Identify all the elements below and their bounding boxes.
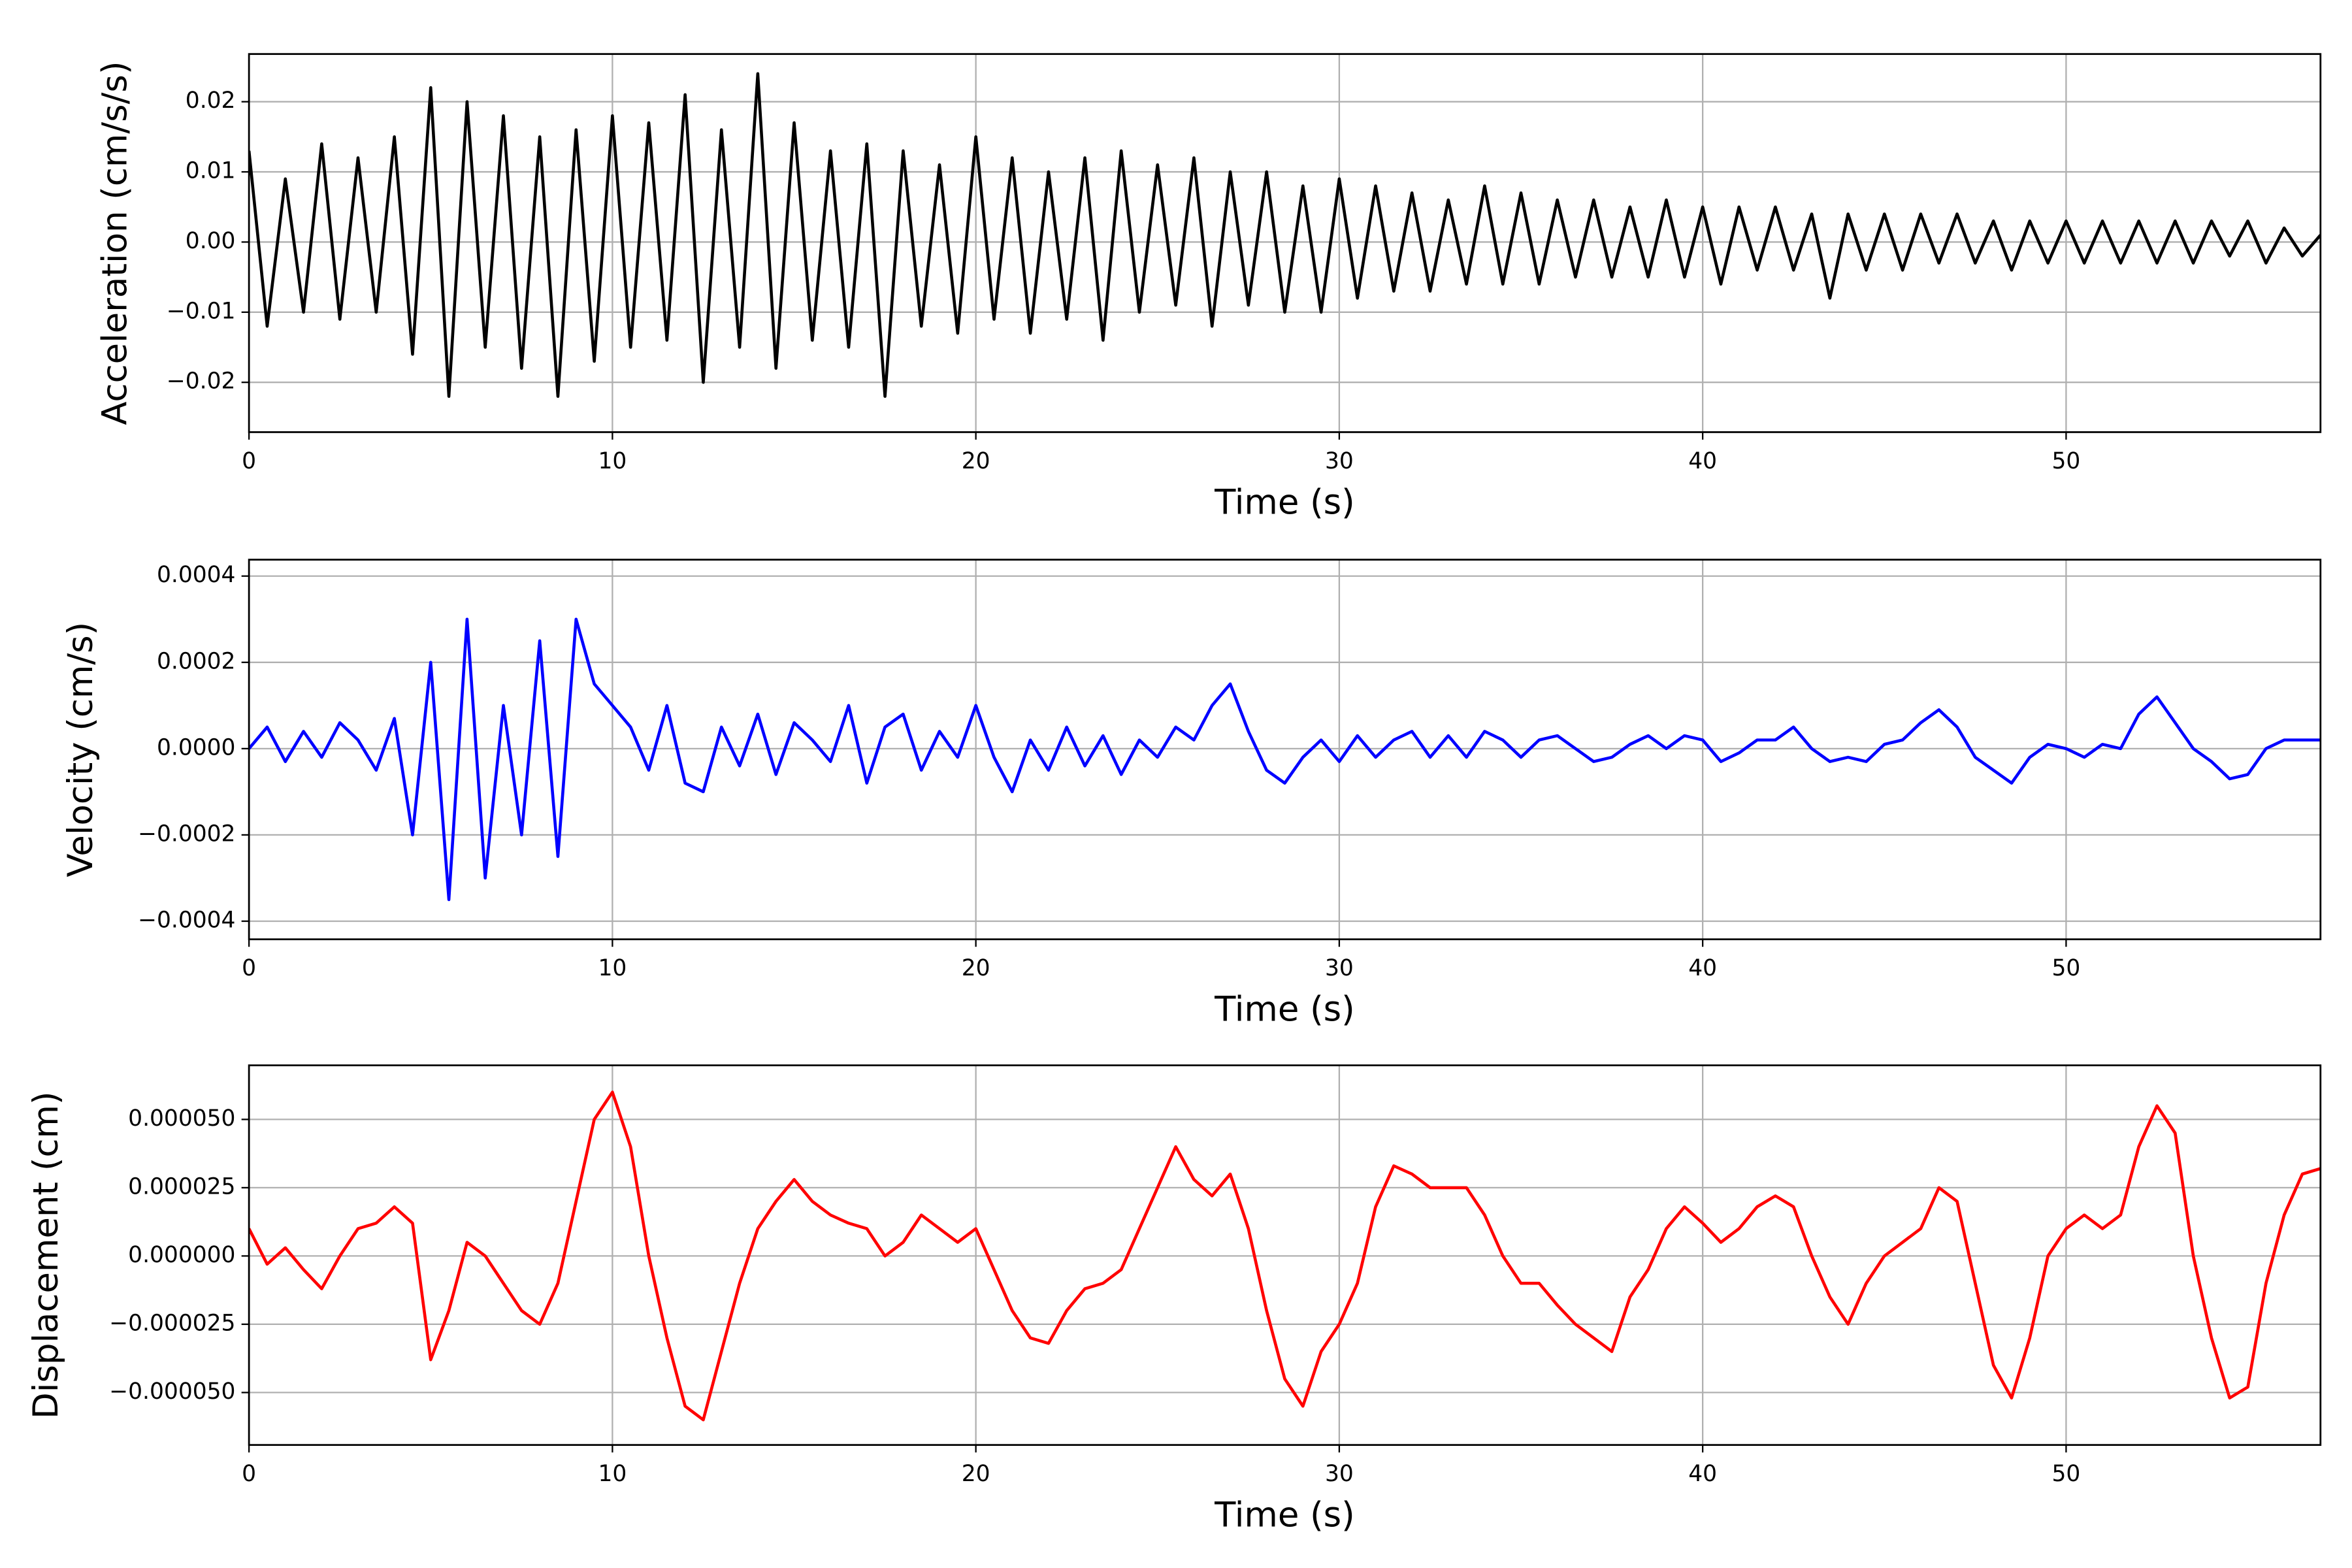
data-line [249,617,2321,902]
y-tick-label: 0.01 [186,158,236,184]
x-tick-label: 30 [1325,1461,1354,1487]
y-tick-label: −0.01 [167,298,236,324]
y-axis-label: Velocity (cm/s) [61,622,101,877]
x-tick-label: 20 [962,448,990,474]
plot-frame [248,559,2322,941]
x-tick-label: 0 [242,1461,256,1487]
y-tick-label: −0.02 [167,368,236,395]
x-axis-label: Time (s) [1214,1495,1355,1535]
x-tick-label: 50 [2051,1461,2080,1487]
data-line [249,72,2321,398]
x-tick-label: 10 [598,448,627,474]
y-tick-label: 0.00 [186,228,236,254]
y-tick-label: 0.0002 [157,648,235,674]
x-tick-label: 10 [598,1461,627,1487]
x-tick-label: 40 [1688,1461,1717,1487]
y-tick-label: 0.000000 [128,1242,235,1268]
y-tick-label: 0.0004 [157,562,235,588]
y-tick-label: 0.0000 [157,734,235,760]
y-tick-label: −0.0004 [138,907,235,933]
x-tick-label: 30 [1325,955,1354,981]
x-axis-label: Time (s) [1214,990,1355,1030]
x-tick-label: 40 [1688,955,1717,981]
x-tick-label: 40 [1688,448,1717,474]
y-tick-label: 0.000025 [128,1173,235,1200]
plot-frame [248,1064,2322,1446]
plot-frame [248,53,2322,433]
x-tick-label: 50 [2051,955,2080,981]
x-tick-label: 20 [962,955,990,981]
x-tick-label: 0 [242,955,256,981]
data-line [249,1090,2321,1422]
x-tick-label: 30 [1325,448,1354,474]
y-tick-label: −0.000025 [109,1310,235,1336]
y-tick-label: −0.000050 [109,1379,235,1405]
x-axis-label: Time (s) [1214,482,1355,522]
y-axis-label: Acceleration (cm/s/s) [95,61,135,425]
y-tick-label: −0.0002 [138,821,235,847]
x-tick-label: 50 [2051,448,2080,474]
x-tick-label: 20 [962,1461,990,1487]
y-axis-label: Displacement (cm) [26,1091,66,1418]
y-tick-label: 0.02 [186,88,236,114]
y-tick-label: 0.000050 [128,1105,235,1132]
x-tick-label: 0 [242,448,256,474]
x-tick-label: 10 [598,955,627,981]
